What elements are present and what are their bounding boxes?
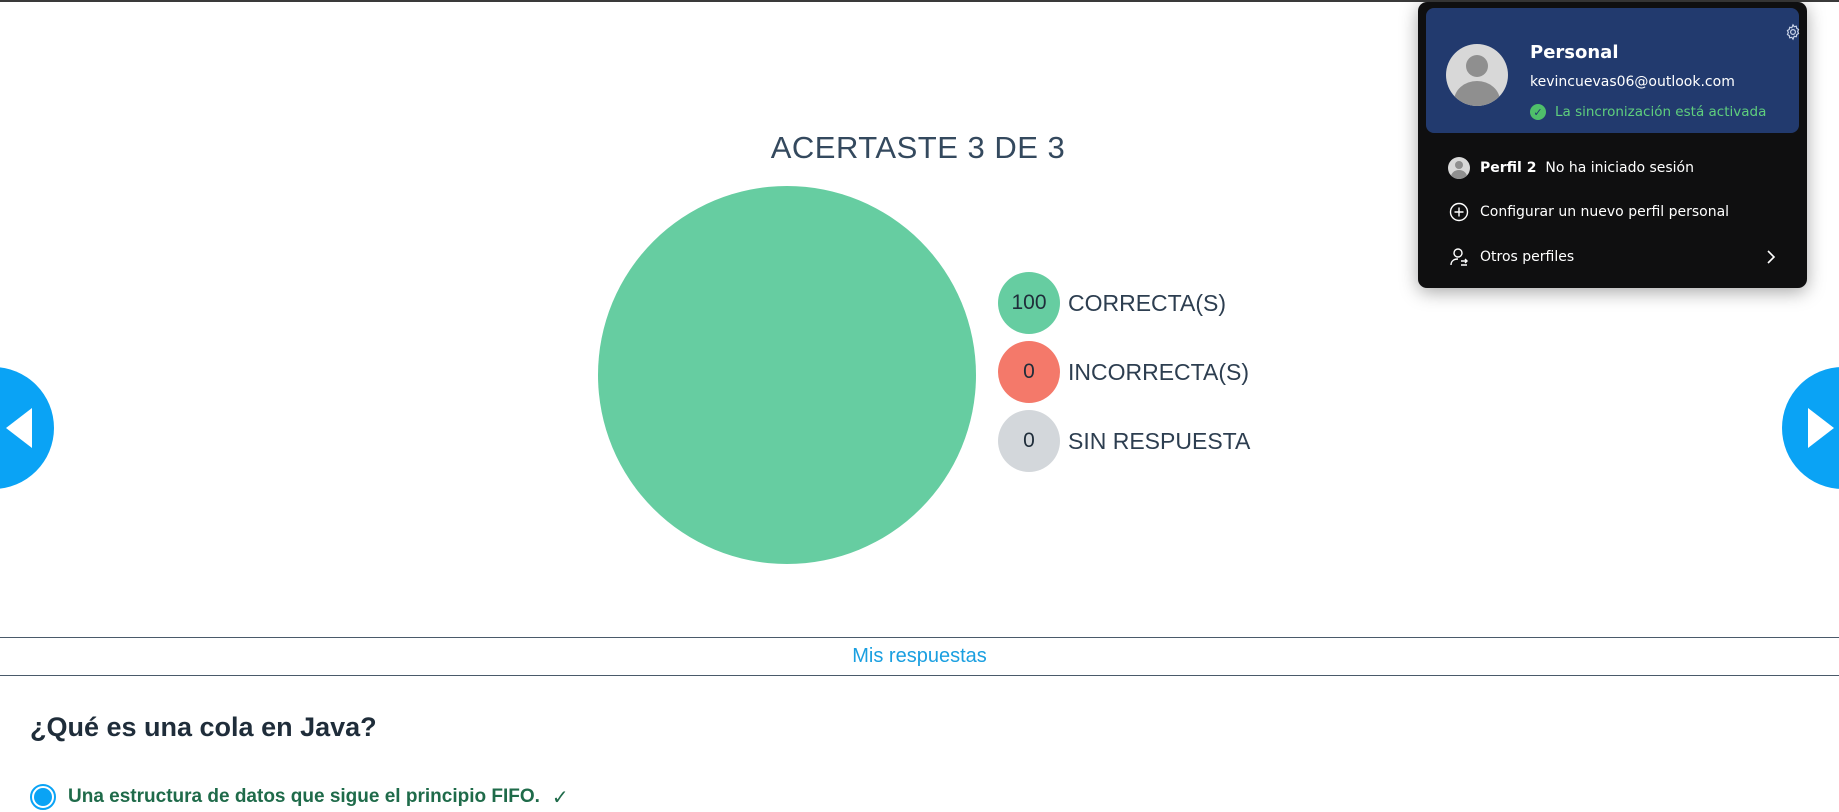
- add-circle-icon: [1449, 202, 1469, 222]
- gear-icon[interactable]: [1784, 23, 1802, 41]
- profile-header: Personal kevincuevas06@outlook.com ✓ La …: [1426, 8, 1802, 133]
- legend-unanswered-count: 0: [998, 410, 1060, 472]
- profile2-status: No ha iniciado sesión: [1545, 160, 1694, 176]
- previous-button[interactable]: [0, 367, 54, 489]
- legend-item-correct: 100 CORRECTA(S): [998, 272, 1250, 334]
- answer-radio[interactable]: [30, 784, 56, 810]
- legend-incorrect-count: 0: [998, 341, 1060, 403]
- legend-correct-label: CORRECTA(S): [1068, 289, 1227, 316]
- my-answers-link[interactable]: Mis respuestas: [852, 645, 987, 667]
- sync-status: ✓ La sincronización está activada: [1530, 104, 1766, 120]
- answer-text: Una estructura de datos que sigue el pri…: [68, 786, 540, 807]
- check-icon: ✓: [551, 786, 569, 809]
- avatar-icon: [1448, 157, 1470, 179]
- user-switch-icon: [1450, 248, 1468, 266]
- new-profile-label: Configurar un nuevo perfil personal: [1480, 204, 1730, 220]
- profile2-name: Perfil 2: [1480, 160, 1537, 176]
- legend-item-incorrect: 0 INCORRECTA(S): [998, 341, 1250, 403]
- pie-slice-correcta-s: [598, 186, 976, 564]
- answers-bar: Mis respuestas: [0, 637, 1839, 676]
- legend-correct-count: 100: [998, 272, 1060, 334]
- menu-item-other-profiles[interactable]: Otros perfiles: [1448, 246, 1788, 268]
- window-top-border: [0, 0, 1839, 2]
- results-title: ACERTASTE 3 DE 3: [770, 130, 1066, 165]
- question-title: ¿Qué es una cola en Java?: [30, 712, 377, 742]
- results-legend: 100 CORRECTA(S) 0 INCORRECTA(S) 0 SIN RE…: [998, 272, 1250, 479]
- other-profiles-label: Otros perfiles: [1480, 249, 1575, 265]
- menu-item-profile-2[interactable]: Perfil 2 No ha iniciado sesión: [1448, 157, 1788, 179]
- check-circle-icon: ✓: [1530, 104, 1546, 120]
- legend-item-unanswered: 0 SIN RESPUESTA: [998, 410, 1250, 472]
- radio-selected-dot: [34, 788, 52, 806]
- arrow-left-icon: [6, 408, 32, 448]
- arrow-right-icon: [1808, 408, 1834, 448]
- results-pie-chart: [598, 186, 976, 564]
- sync-status-text: La sincronización está activada: [1555, 104, 1767, 120]
- avatar-icon: [1446, 44, 1508, 106]
- profile-name: Personal: [1530, 42, 1619, 63]
- legend-incorrect-label: INCORRECTA(S): [1068, 358, 1250, 385]
- profile-email: kevincuevas06@outlook.com: [1530, 74, 1735, 90]
- answer-option[interactable]: Una estructura de datos que sigue el pri…: [30, 784, 569, 810]
- profile-popup: Personal kevincuevas06@outlook.com ✓ La …: [1418, 2, 1807, 288]
- next-button[interactable]: [1782, 367, 1839, 489]
- menu-item-new-profile[interactable]: Configurar un nuevo perfil personal: [1448, 201, 1788, 223]
- legend-unanswered-label: SIN RESPUESTA: [1068, 427, 1251, 454]
- chevron-right-icon: [1767, 250, 1776, 264]
